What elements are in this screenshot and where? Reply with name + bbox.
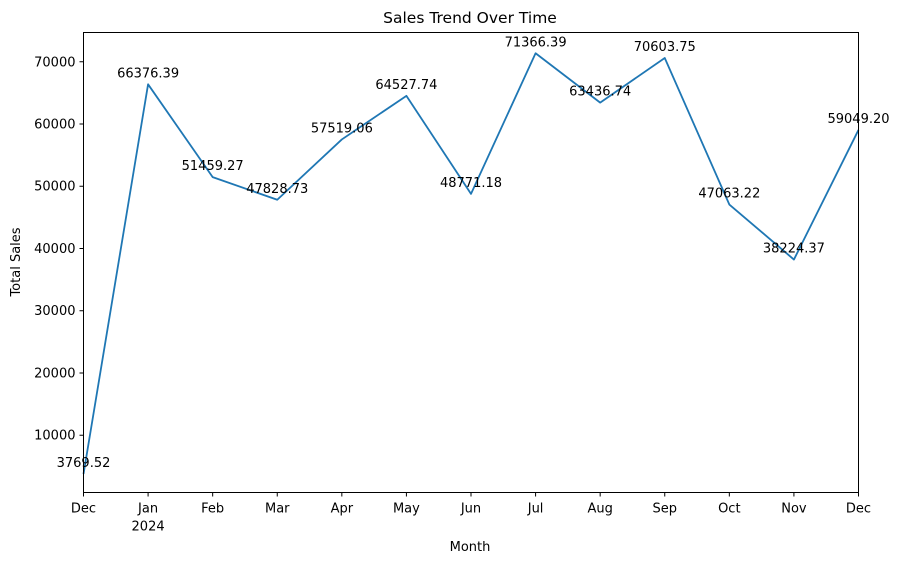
plot-area: 3769.5266376.3951459.2747828.7357519.066… xyxy=(57,35,890,475)
x-tick-label: Jan xyxy=(137,502,158,517)
x-tick-label: Dec xyxy=(71,502,96,517)
x-axis-label: Month xyxy=(450,540,491,555)
x-tick-label: Apr xyxy=(331,502,354,517)
y-tick-label: 40000 xyxy=(34,242,75,257)
x-tick-label: Mar xyxy=(265,502,290,517)
data-point-label: 47063.22 xyxy=(698,187,760,202)
x-tick-label: Jun xyxy=(460,502,481,517)
y-tick-label: 70000 xyxy=(34,55,75,70)
y-tick-label: 30000 xyxy=(34,304,75,319)
x-tick-label: Feb xyxy=(201,502,224,517)
x-tick-label: Jul xyxy=(527,502,544,517)
data-point-label: 48771.18 xyxy=(440,176,502,191)
y-axis: 10000 20000 30000 40000 50000 60000 70000 xyxy=(34,55,84,444)
data-point-label: 51459.27 xyxy=(182,159,244,174)
y-tick-label: 20000 xyxy=(34,366,75,381)
sales-series-line xyxy=(82,52,860,475)
x-tick-label: Dec xyxy=(846,502,871,517)
data-point-label: 66376.39 xyxy=(117,66,179,81)
y-axis-label: Total Sales xyxy=(9,227,24,297)
data-point-label: 47828.73 xyxy=(246,182,308,197)
x-tick-year-label: 2024 xyxy=(132,520,165,535)
x-tick-label: May xyxy=(393,502,420,517)
chart-title: Sales Trend Over Time xyxy=(383,9,557,27)
x-tick-label: Nov xyxy=(781,502,807,517)
y-tick-label: 60000 xyxy=(34,118,75,133)
data-point-label: 71366.39 xyxy=(505,35,567,50)
x-tick-label: Oct xyxy=(718,502,740,517)
y-tick-label: 10000 xyxy=(34,429,75,444)
x-axis: Dec Jan 2024 Feb Mar Apr May Jun Jul Aug Sep Oct Nov… xyxy=(71,492,871,535)
data-point-label: 70603.75 xyxy=(634,40,696,55)
plot-frame xyxy=(83,32,859,493)
data-point-label: 38224.37 xyxy=(763,242,825,257)
data-point-label: 57519.06 xyxy=(311,121,373,136)
x-tick-label: Sep xyxy=(652,502,677,517)
y-tick-label: 50000 xyxy=(34,180,75,195)
data-point-label: 64527.74 xyxy=(375,78,437,93)
data-point-label: 63436.74 xyxy=(569,85,631,100)
x-tick-label: Aug xyxy=(587,502,612,517)
